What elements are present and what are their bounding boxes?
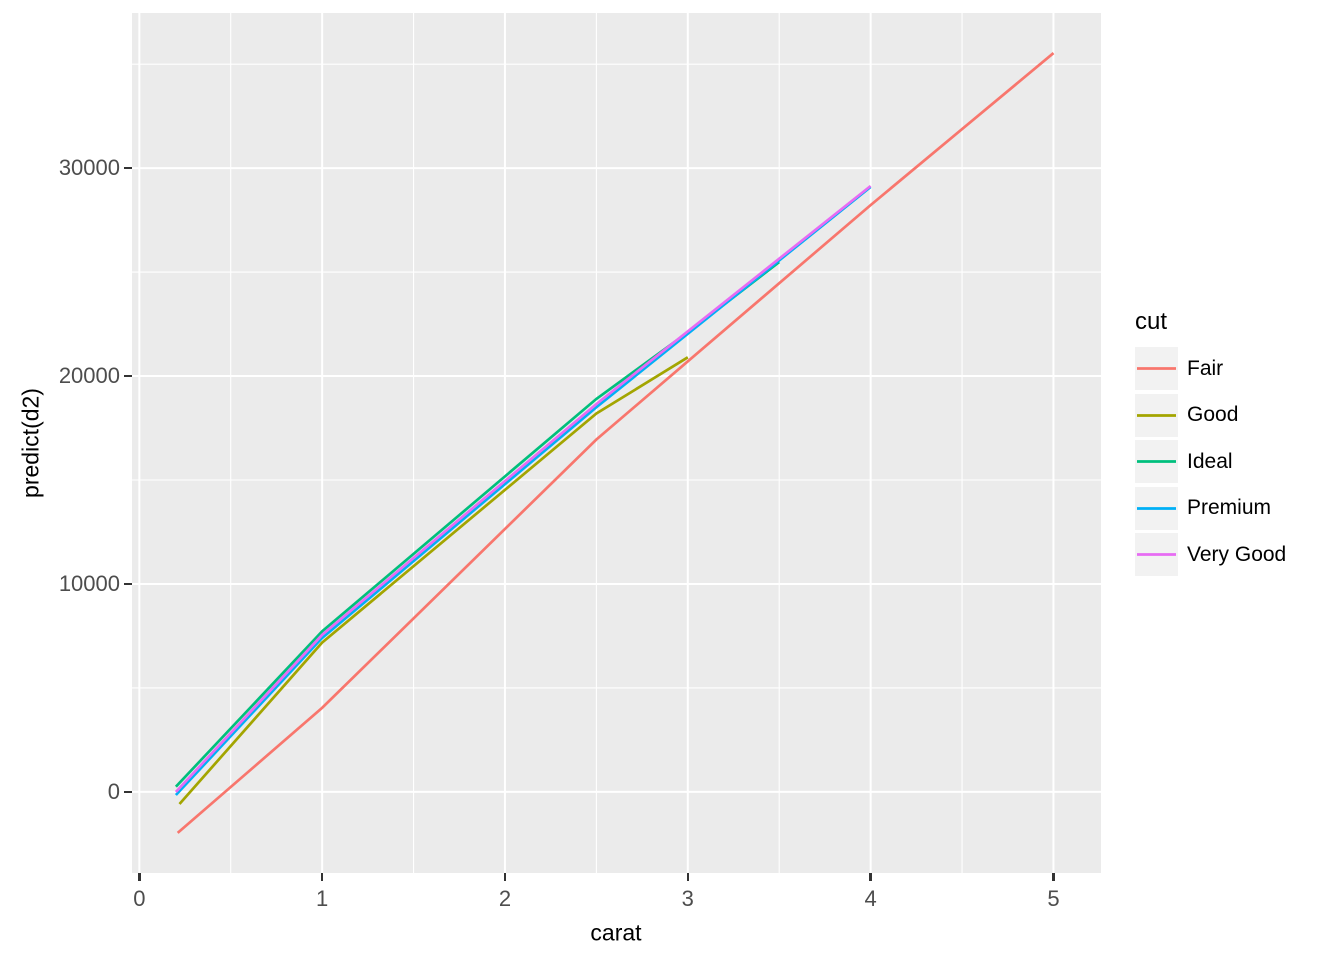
- x-tick-mark: [1052, 873, 1055, 881]
- x-tick-label: 2: [498, 886, 512, 911]
- legend-entry-label: Fair: [1187, 356, 1224, 380]
- x-tick-mark: [869, 873, 872, 881]
- legend-key-swatch: [1137, 553, 1176, 556]
- y-tick-label: 0: [107, 778, 120, 804]
- legend-entry: Ideal: [1135, 440, 1286, 483]
- series-line-good: [178, 356, 689, 805]
- legend-key-swatch: [1137, 506, 1176, 510]
- y-tick-label: 10000: [58, 570, 120, 596]
- legend-entry-label: Ideal: [1187, 449, 1233, 473]
- x-tick-label: 1: [316, 886, 329, 911]
- legend-entries: Fair Good Ideal Premium Very Good: [1135, 347, 1286, 576]
- legend-title: cut: [1135, 308, 1168, 335]
- x-tick-mark: [686, 873, 690, 881]
- plot-panel: [132, 13, 1101, 873]
- series-line-very-good: [174, 184, 872, 793]
- legend-key-swatch: [1137, 413, 1176, 417]
- x-tick-label: 4: [864, 886, 877, 911]
- y-tick-mark: [124, 790, 132, 794]
- legend-entry-label: Good: [1187, 403, 1239, 426]
- y-tick-mark: [124, 374, 132, 378]
- plot-area-svg: [132, 13, 1101, 873]
- y-tick-mark: [124, 582, 132, 586]
- legend-entry-label: Premium: [1187, 496, 1272, 519]
- legend-key: [1135, 440, 1178, 483]
- legend-key: [1135, 486, 1178, 530]
- x-tick-label: 3: [681, 886, 694, 911]
- x-tick-mark: [320, 873, 324, 881]
- legend-key: [1135, 533, 1178, 576]
- legend-entry: Good: [1135, 393, 1286, 437]
- x-tick-mark: [503, 873, 507, 881]
- legend-key-swatch: [1137, 460, 1176, 463]
- legend-key-swatch: [1137, 367, 1176, 370]
- legend-key: [1135, 347, 1178, 390]
- series-line-fair: [176, 52, 1055, 834]
- y-tick-label: 30000: [58, 155, 120, 181]
- legend-entry: Very Good: [1135, 533, 1286, 576]
- x-tick-mark: [138, 873, 141, 881]
- y-tick-mark: [124, 166, 132, 170]
- x-tick-label: 0: [133, 886, 146, 911]
- x-axis-title: carat: [590, 919, 642, 946]
- series-line-premium: [174, 185, 872, 796]
- legend-key: [1135, 393, 1178, 437]
- legend-entry: Premium: [1135, 486, 1286, 530]
- legend: cut Fair Good Ideal Premium Very Good: [1135, 308, 1286, 580]
- x-tick-label: 5: [1047, 886, 1060, 911]
- legend-entry-label: Very Good: [1187, 542, 1287, 566]
- y-axis-title: predict(d2): [17, 388, 44, 498]
- legend-entry: Fair: [1135, 347, 1286, 390]
- y-tick-label: 20000: [58, 363, 120, 389]
